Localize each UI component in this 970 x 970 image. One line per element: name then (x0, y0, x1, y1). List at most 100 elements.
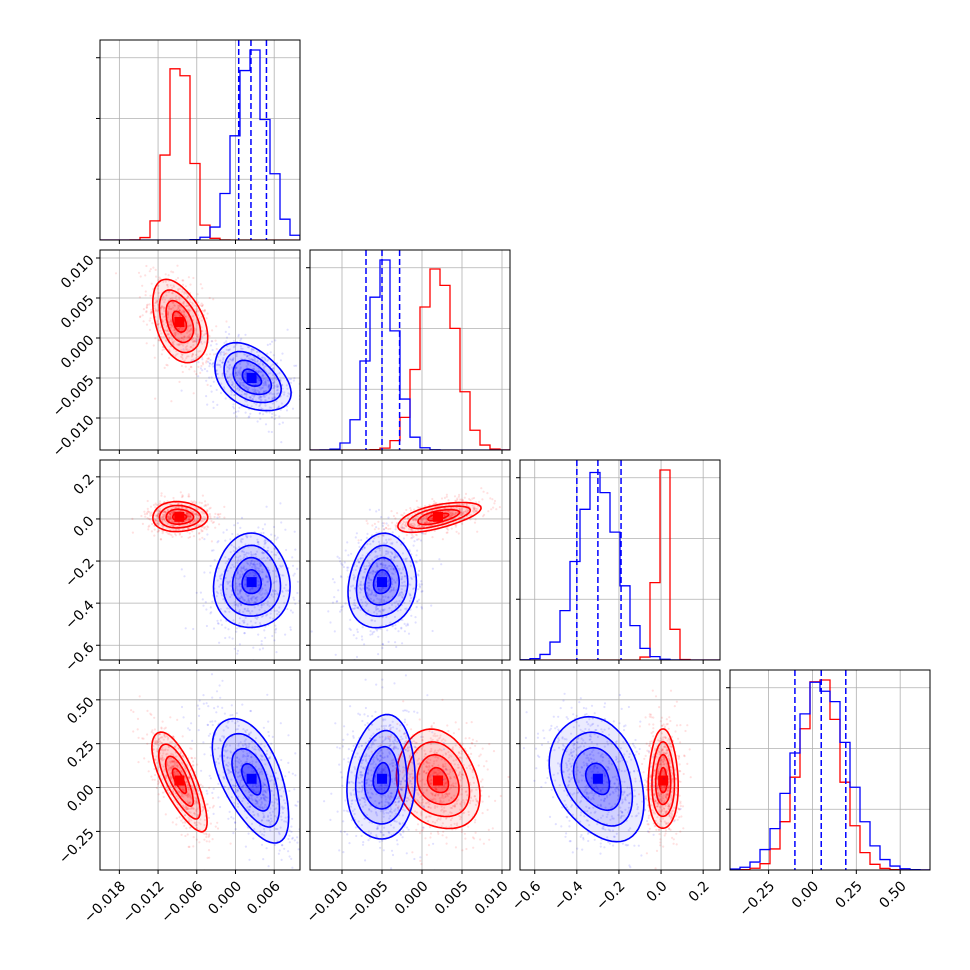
scatter-point (461, 522, 464, 526)
scatter-point (367, 577, 370, 580)
scatter-point (267, 580, 270, 583)
scatter-point (238, 597, 241, 600)
scatter-point (169, 772, 172, 775)
scatter-point (451, 506, 454, 509)
scatter-point (178, 304, 181, 307)
scatter-point (192, 519, 195, 523)
scatter-point (228, 375, 231, 378)
scatter-point (275, 400, 278, 403)
scatter-point (161, 791, 165, 794)
scatter-point (215, 369, 218, 372)
scatter-point (412, 519, 415, 522)
scatter-point (205, 832, 208, 835)
scatter-point (238, 583, 241, 586)
scatter-point (228, 366, 231, 370)
scatter-point (235, 587, 238, 590)
scatter-point (243, 553, 246, 556)
scatter-point (372, 570, 375, 573)
scatter-point (242, 567, 245, 570)
scatter-point (272, 367, 275, 370)
scatter-point (244, 575, 247, 578)
scatter-point (403, 512, 406, 515)
scatter-point (183, 291, 186, 294)
scatter-point (382, 542, 386, 545)
scatter-point (366, 581, 370, 584)
scatter-point (189, 333, 192, 336)
scatter-point (240, 570, 243, 573)
scatter-point (260, 571, 263, 574)
scatter-point (167, 311, 170, 314)
scatter-point (266, 556, 269, 559)
scatter-point (163, 310, 166, 313)
scatter-point (173, 304, 176, 307)
scatter-point (255, 599, 259, 602)
scatter-point (177, 307, 180, 310)
scatter-point (156, 515, 159, 518)
scatter-point (162, 758, 165, 761)
scatter-point (170, 297, 173, 300)
scatter-point (413, 540, 416, 543)
scatter-point (446, 527, 449, 530)
scatter-point (238, 406, 241, 409)
scatter-point (459, 513, 462, 516)
scatter-point (141, 737, 144, 740)
scatter-point (158, 500, 162, 503)
scatter-point (257, 355, 260, 358)
scatter-point (169, 503, 172, 506)
scatter-point (240, 567, 243, 570)
scatter-point (454, 525, 457, 528)
scatter-point (230, 544, 233, 547)
scatter-point (164, 726, 167, 729)
scatter-point (356, 630, 359, 634)
scatter-point (207, 526, 210, 529)
scatter-point (211, 723, 214, 727)
scatter-point (188, 801, 191, 805)
scatter-point (182, 309, 185, 312)
scatter-point (187, 295, 190, 298)
scatter-point (396, 565, 399, 568)
scatter-point (267, 430, 270, 433)
scatter-point (176, 276, 180, 280)
scatter-point (383, 522, 386, 525)
scatter-point (387, 527, 390, 531)
scatter-point (204, 503, 207, 506)
scatter-point (211, 720, 214, 723)
scatter-point (359, 587, 362, 591)
scatter-point (250, 350, 253, 353)
scatter-point (200, 364, 203, 368)
scatter-point (267, 379, 270, 382)
scatter-point (181, 495, 184, 498)
scatter-point (195, 339, 198, 342)
scatter-point (149, 712, 152, 715)
scatter-point (182, 338, 185, 341)
scatter-point (270, 550, 273, 554)
scatter-point (206, 503, 210, 506)
scatter-point (431, 536, 434, 539)
scatter-point (171, 292, 174, 295)
scatter-point (256, 359, 259, 362)
scatter-point (360, 635, 363, 638)
scatter-point (169, 517, 172, 521)
scatter-point (233, 601, 236, 604)
scatter-point (193, 524, 196, 528)
scatter-point (196, 763, 199, 766)
scatter-point (160, 784, 163, 788)
scatter-point (200, 501, 203, 505)
scatter-point (224, 397, 227, 400)
scatter-point (176, 718, 179, 722)
scatter-point (369, 578, 372, 581)
scatter-point (244, 534, 248, 538)
scatter-point (425, 517, 428, 520)
scatter-point (255, 370, 258, 373)
scatter-point (401, 581, 404, 584)
scatter-point (243, 353, 246, 356)
scatter-point (221, 372, 224, 376)
scatter-point (193, 520, 196, 523)
scatter-point (259, 564, 262, 568)
scatter-point (148, 524, 151, 527)
scatter-point (216, 513, 220, 516)
scatter-point (200, 326, 203, 329)
scatter-point (245, 386, 248, 389)
scatter-point (188, 515, 191, 518)
scatter-point (374, 584, 377, 587)
